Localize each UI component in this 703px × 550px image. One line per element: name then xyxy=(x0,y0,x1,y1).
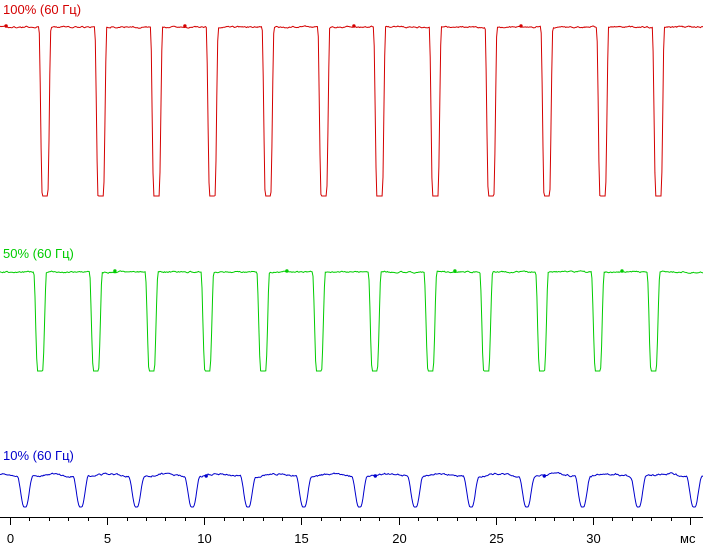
svg-text:15: 15 xyxy=(294,531,308,546)
trace-label-50-percent: 50% (60 Гц) xyxy=(3,246,74,261)
svg-text:30: 30 xyxy=(586,531,600,546)
trace-label-10-percent: 10% (60 Гц) xyxy=(3,448,74,463)
trace-label-100-percent: 100% (60 Гц) xyxy=(3,2,82,17)
svg-text:10: 10 xyxy=(197,531,211,546)
svg-text:20: 20 xyxy=(392,531,406,546)
svg-text:мс: мс xyxy=(680,531,696,546)
svg-text:5: 5 xyxy=(104,531,111,546)
svg-text:25: 25 xyxy=(489,531,503,546)
svg-text:0: 0 xyxy=(7,531,14,546)
